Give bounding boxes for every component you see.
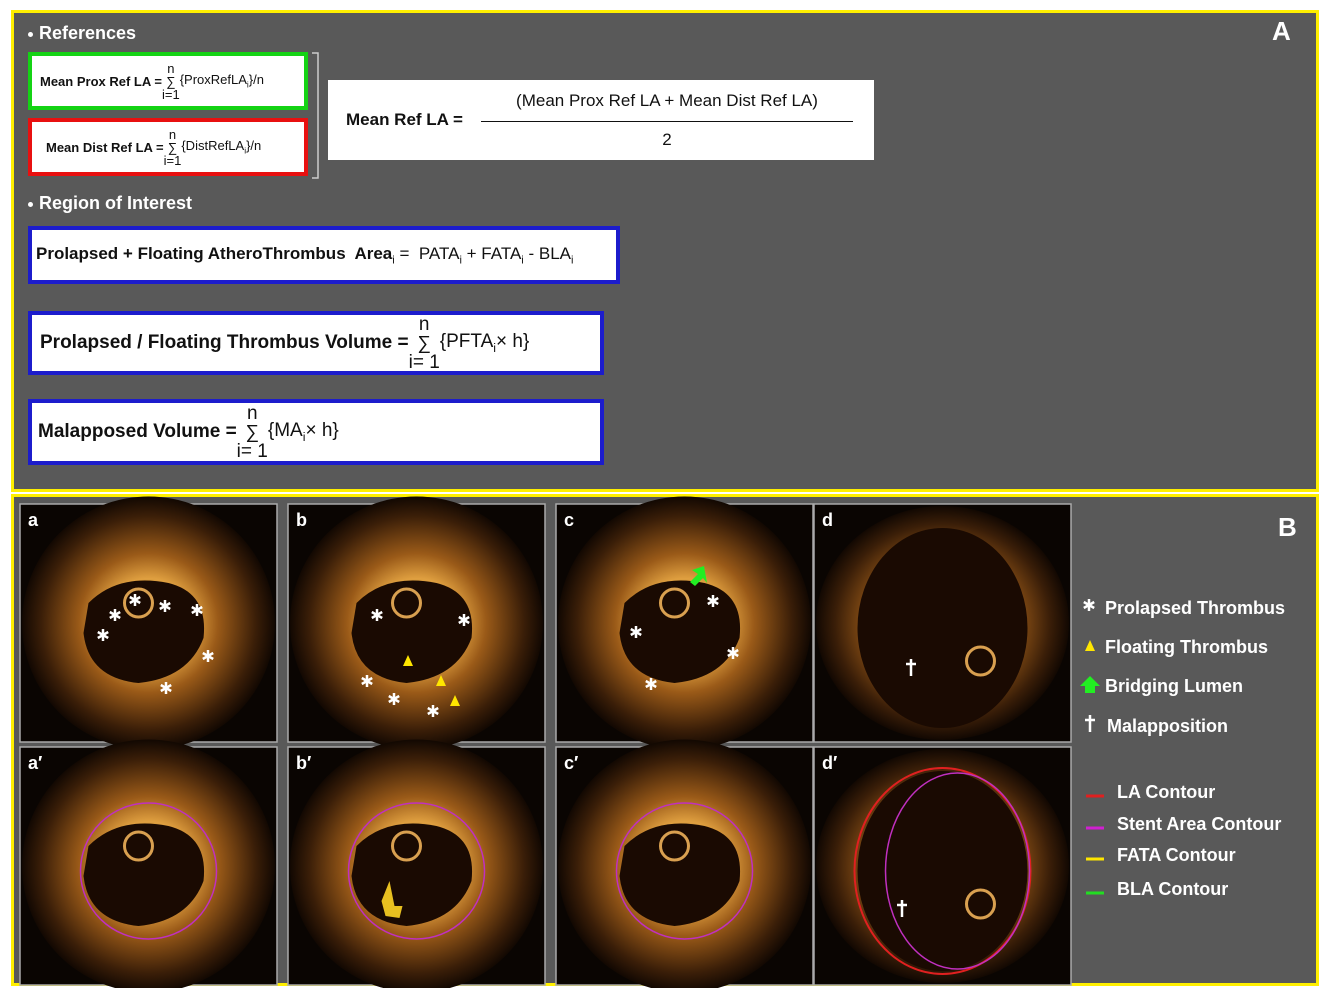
legend-label: BLA Contour [1117,879,1228,899]
image-label: c′ [564,753,578,773]
image-label: a′ [28,753,42,773]
lumen [858,528,1028,728]
legend-label: Prolapsed Thrombus [1105,598,1285,618]
lumen [858,771,1028,971]
image-label: d′ [822,753,837,773]
triangle-marker [1085,640,1095,651]
legend-label: Bridging Lumen [1105,676,1243,696]
legend-label: FATA Contour [1117,845,1236,865]
legend-label: Stent Area Contour [1117,814,1281,834]
oct-images: a b c d a′ b′ c′ d′ Prolapsed Thrombus Floating T… [0,0,1323,988]
image-label: d [822,510,833,530]
image-label: b [296,510,307,530]
image-label: c [564,510,574,530]
legend-label: Floating Thrombus [1105,637,1268,657]
image-label: b′ [296,753,311,773]
figure: A References Mean Prox Ref LA =n∑i=1{Pro… [0,0,1323,988]
legend-label: Malapposition [1107,716,1228,736]
image-label: a [28,510,39,530]
bridging-arrow [1080,676,1100,693]
legend-label: LA Contour [1117,782,1215,802]
